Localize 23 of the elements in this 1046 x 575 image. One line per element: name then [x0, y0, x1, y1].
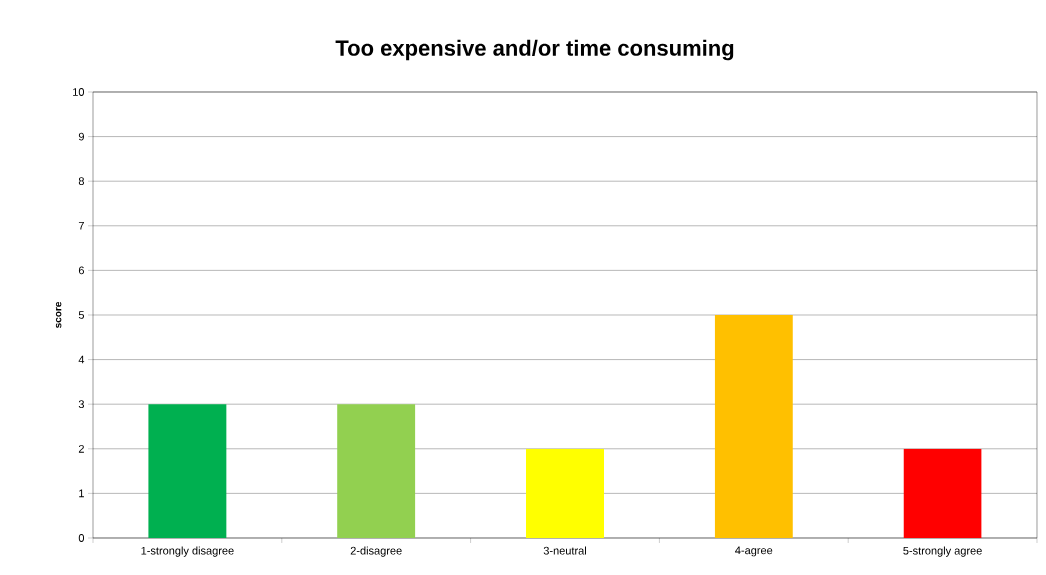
y-tick-label: 6 — [78, 266, 84, 275]
y-tick-label: 9 — [78, 132, 84, 141]
bar — [903, 448, 982, 538]
x-tick-label: 1-strongly disagree — [141, 546, 234, 557]
y-tick-label: 10 — [73, 88, 85, 96]
x-tick-label: 3-neutral — [543, 546, 586, 555]
y-tick-label: 3 — [78, 400, 84, 409]
bar — [337, 404, 416, 538]
y-tick-label: 0 — [78, 534, 85, 542]
chart-title: Too expensive and/or time consuming — [335, 39, 734, 61]
bar — [148, 404, 227, 538]
y-axis-title: score — [55, 301, 62, 328]
x-tick-label: 4-agree — [735, 546, 773, 557]
y-tick-label: 7 — [78, 222, 84, 230]
bar — [714, 314, 793, 538]
bar — [526, 448, 604, 538]
y-tick-label: 4 — [78, 355, 85, 364]
x-tick-label: 5-strongly agree — [903, 546, 982, 557]
x-tick-label: 2-disagree — [350, 546, 402, 557]
y-tick-label: 5 — [78, 311, 85, 319]
y-tick-label: 2 — [78, 444, 84, 453]
y-tick-label: 1 — [79, 489, 84, 498]
y-tick-label: 8 — [78, 177, 84, 186]
